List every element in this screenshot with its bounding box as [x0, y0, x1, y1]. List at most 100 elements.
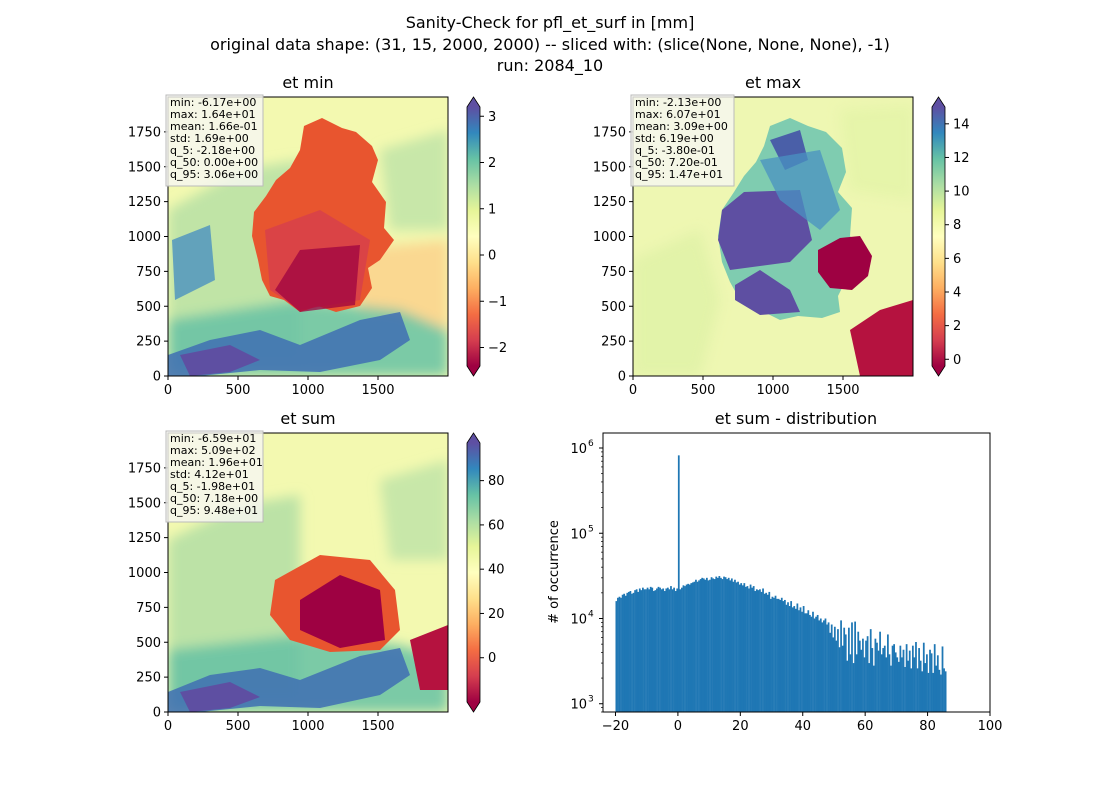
et-min-x-tick-label: 1500 — [361, 383, 394, 398]
et-min-colorbar-extend-min — [467, 366, 480, 376]
histogram-bar — [777, 598, 780, 712]
et-min-y-tick-label: 1000 — [128, 230, 161, 245]
et-max-colorbar-extend-min — [932, 366, 945, 376]
histogram-bar — [784, 599, 786, 712]
et-sum-colorbar-extend-min — [467, 702, 480, 712]
histogram-y-tick-label: 10 — [570, 612, 587, 627]
et-sum-stat-line: q_50: 7.18e+00 — [170, 492, 258, 505]
histogram-bar — [938, 669, 941, 712]
histogram-bar — [855, 654, 858, 712]
histogram-bar — [671, 589, 674, 712]
histogram-x-tick-label: 80 — [919, 719, 936, 734]
et-min-stat-line: q_50: 0.00e+00 — [170, 156, 258, 169]
et-sum-y-tick-label: 0 — [153, 706, 161, 721]
histogram-bar — [841, 645, 844, 712]
histogram-bar — [755, 589, 758, 712]
histogram-bar — [802, 606, 805, 712]
histogram-bar — [621, 594, 624, 712]
histogram-bar — [919, 660, 922, 712]
et-max-x-tick-label: 1500 — [826, 383, 859, 398]
histogram-bar — [704, 579, 707, 712]
histogram-bar — [780, 597, 783, 712]
et-max-colorbar-extend-max — [932, 97, 945, 107]
et-sum-colorbar-outline — [466, 432, 481, 713]
et-min-stat-line: mean: 1.66e-01 — [170, 120, 258, 133]
et-max-colorbar-tick-label: 12 — [953, 151, 970, 166]
histogram-bar — [640, 590, 643, 712]
et-min-colorbar-tick-label: −1 — [488, 295, 507, 310]
et-sum-stat-line: mean: 1.96e+01 — [170, 456, 263, 469]
et-sum-x-tick-label: 500 — [226, 719, 251, 734]
histogram-bar — [627, 591, 630, 712]
et-sum-x-tick-label: 1500 — [361, 719, 394, 734]
histogram-bar — [894, 652, 897, 712]
et-sum-colorbar: 0 20 40 60 80 — [466, 432, 505, 713]
histogram-bar — [626, 592, 629, 712]
histogram-bar — [737, 581, 739, 712]
histogram-bar — [649, 586, 652, 712]
histogram-bar — [829, 632, 832, 712]
et-min-x-tick-label: 0 — [164, 383, 172, 398]
histogram-bar — [701, 577, 704, 712]
et-sum-title: et sum — [280, 409, 335, 428]
et-max-y-tick-label: 1500 — [593, 160, 626, 175]
et-min-stat-line: max: 1.64e+01 — [170, 108, 256, 121]
histogram-bar — [905, 644, 908, 712]
histogram-bar — [663, 591, 666, 712]
histogram-bar — [832, 637, 835, 712]
histogram-bar — [896, 657, 899, 712]
et-min-y-axis: 0 250 500 750 1000 1250 1500 1750 — [128, 125, 168, 385]
histogram-bar — [773, 597, 775, 712]
histogram-bar — [702, 578, 705, 712]
histogram-bar — [645, 589, 647, 712]
figure-suptitle-line-3: run: 2084_10 — [496, 56, 604, 75]
histogram-bar — [732, 581, 735, 712]
histogram-bar — [720, 577, 722, 712]
histogram-bar — [709, 579, 711, 712]
histogram-bar — [863, 657, 866, 712]
histogram-bar — [890, 665, 892, 712]
histogram-bar — [673, 587, 675, 712]
histogram-bar — [635, 589, 638, 712]
histogram-bar — [935, 665, 938, 712]
histogram-bar — [723, 576, 725, 712]
histogram-bar — [682, 585, 685, 712]
histogram-y-tick-exponent: 4 — [588, 609, 594, 619]
et-min-colorbar-tick-label: 3 — [488, 110, 496, 125]
histogram-bar — [735, 582, 738, 712]
histogram-bar — [623, 593, 626, 712]
et-max-x-tick-label: 500 — [691, 383, 716, 398]
histogram-bar — [887, 634, 889, 712]
histogram-bar — [915, 641, 917, 712]
histogram-bar — [882, 648, 885, 712]
histogram-bar — [696, 581, 699, 712]
histogram-y-tick-label: 10 — [570, 442, 587, 457]
histogram-bar — [901, 657, 903, 712]
histogram-bar — [690, 583, 693, 712]
et-max-stat-line: max: 6.07e+01 — [635, 108, 721, 121]
histogram-bar — [844, 634, 847, 712]
et-sum-x-tick-label: 1000 — [291, 719, 324, 734]
histogram-bar — [710, 577, 713, 712]
histogram-bar — [933, 644, 936, 712]
histogram-bar — [698, 580, 700, 712]
histogram-bar — [771, 596, 774, 712]
et-sum-y-axis: 0 250 500 750 1000 1250 1500 1750 — [128, 461, 168, 721]
et-sum-stat-line: q_5: -1.98e+01 — [170, 480, 255, 493]
histogram-bar — [941, 646, 944, 712]
et-max-colorbar-tick-label: 10 — [953, 185, 970, 200]
histogram-bar — [818, 620, 821, 712]
et-sum-colorbar-tick-label: 60 — [488, 518, 505, 533]
et-max-colorbar-tick-label: 14 — [953, 117, 970, 132]
et-min-x-tick-label: 500 — [226, 383, 251, 398]
histogram-bar — [791, 607, 794, 712]
histogram-bar — [759, 589, 761, 712]
et-sum-y-tick-label: 250 — [136, 671, 161, 686]
et-min-y-tick-label: 1750 — [128, 125, 161, 140]
histogram-x-tick-label: 0 — [674, 719, 682, 734]
histogram-bar — [815, 616, 817, 712]
et-sum-stat-line: max: 5.09e+02 — [170, 444, 256, 457]
et-min-y-tick-label: 250 — [136, 335, 161, 350]
